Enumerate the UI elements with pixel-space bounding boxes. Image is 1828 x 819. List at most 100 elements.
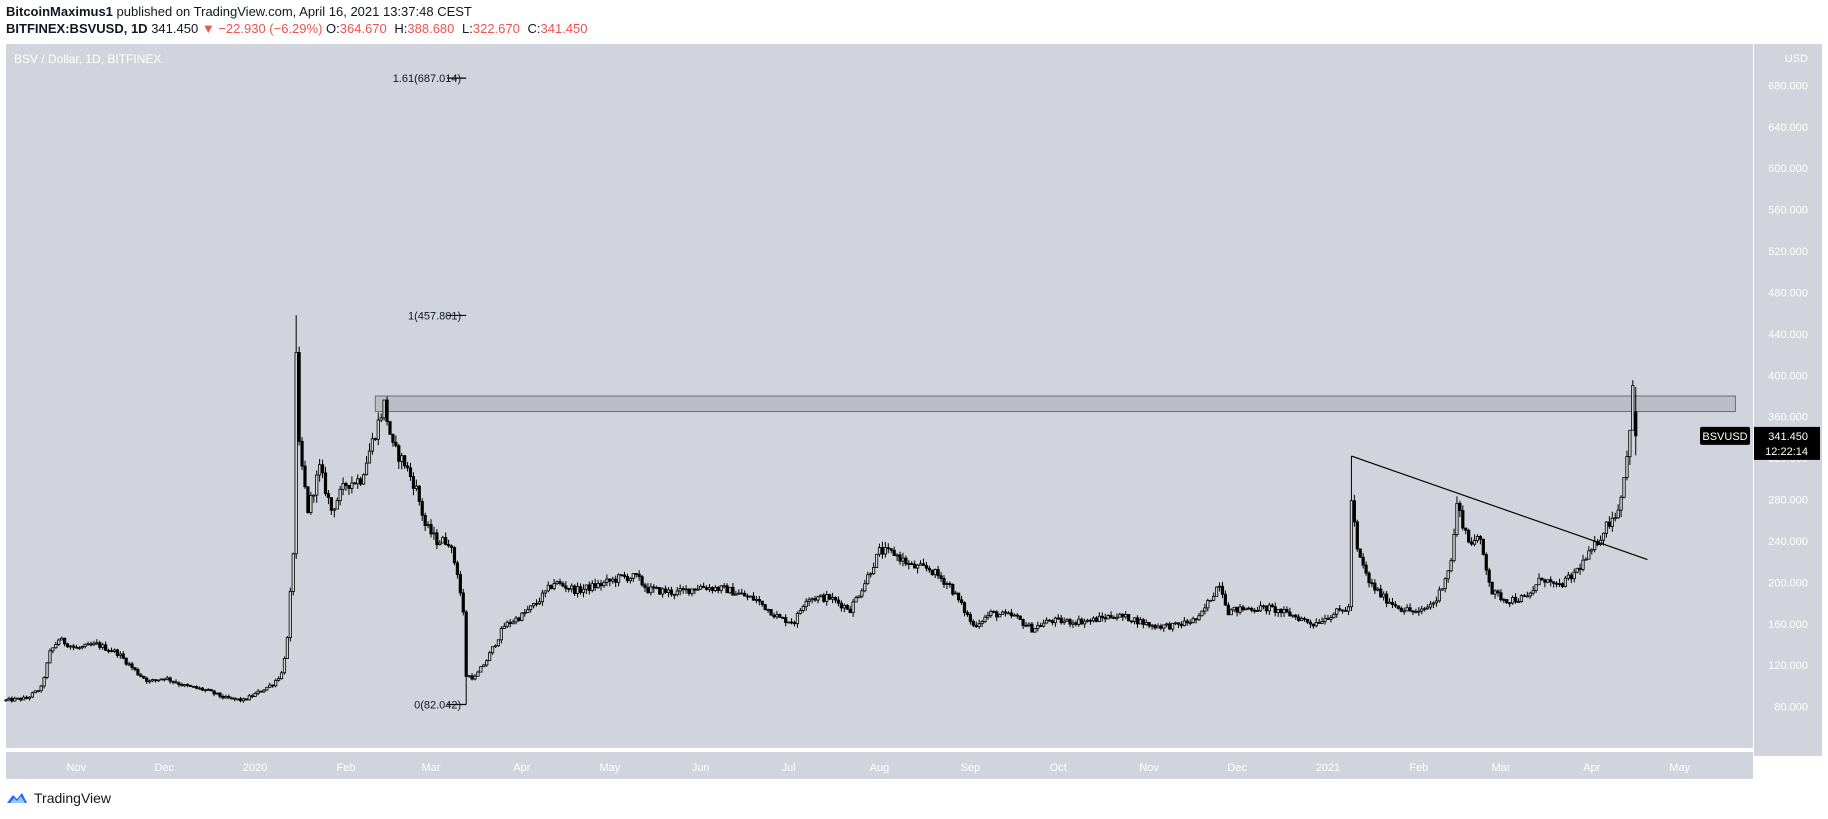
candle-body xyxy=(1003,611,1008,614)
candle-body xyxy=(1572,571,1576,580)
symbol-tag-label: BSVUSD xyxy=(1702,431,1747,443)
candle-body xyxy=(1531,590,1535,594)
candle-body xyxy=(863,583,867,592)
candle-body xyxy=(112,649,117,652)
candle-body xyxy=(948,583,952,585)
candle-body xyxy=(1135,617,1140,625)
candle-body xyxy=(795,612,800,625)
candle-body xyxy=(957,592,961,601)
candle-body xyxy=(162,678,166,681)
candle-body xyxy=(1288,611,1292,617)
candle-body xyxy=(1522,595,1526,598)
candle-body xyxy=(1370,582,1374,585)
candle-body xyxy=(907,563,911,565)
candle-body xyxy=(408,467,413,477)
candle-body xyxy=(130,663,134,669)
candle-body xyxy=(39,685,43,692)
candle-body xyxy=(1056,617,1060,620)
candle-body xyxy=(403,455,407,467)
price-chart[interactable]: BSV / Dollar, 1D, BITFINEX USD 80.000 120… xyxy=(0,44,1828,781)
candle-body xyxy=(869,573,873,576)
candle-body xyxy=(447,544,451,547)
candle-body xyxy=(127,663,131,666)
candle-body xyxy=(479,666,483,673)
candle-body xyxy=(1209,599,1213,602)
candle-body xyxy=(1044,619,1049,624)
candle-body xyxy=(1431,602,1436,605)
candle-body xyxy=(294,351,298,555)
candle-body xyxy=(693,588,697,591)
candle-body xyxy=(101,644,105,648)
candle-body xyxy=(1294,614,1298,618)
time-tick-label: May xyxy=(1669,762,1690,774)
candle-body xyxy=(1563,577,1568,587)
candle-body xyxy=(939,575,943,579)
candle-body xyxy=(831,597,835,600)
candle-body xyxy=(341,482,345,490)
candle-body xyxy=(312,494,316,497)
candle-body xyxy=(848,608,852,613)
candle-body xyxy=(482,664,486,668)
candle-body xyxy=(1502,599,1506,601)
candle-body xyxy=(652,586,656,589)
candle-body xyxy=(1197,615,1201,621)
candle-body xyxy=(1042,622,1046,627)
candle-body xyxy=(904,557,908,565)
candle-body xyxy=(1461,510,1465,529)
footer-brand[interactable]: TradingView xyxy=(34,790,112,806)
candle-body xyxy=(1009,612,1014,617)
resistance-zone-layer xyxy=(374,395,1736,413)
candle-body xyxy=(42,677,46,687)
candle-body xyxy=(927,567,931,571)
candle-body xyxy=(488,652,492,662)
candle-body xyxy=(663,588,668,593)
candle-body xyxy=(124,657,128,665)
author-name[interactable]: BitcoinMaximus1 xyxy=(6,4,113,19)
candle-body xyxy=(534,603,539,605)
candle-body xyxy=(1053,617,1057,624)
candle-body xyxy=(933,569,937,576)
candle-body xyxy=(822,594,826,602)
price-tick-label: 560.000 xyxy=(1768,205,1808,217)
candle-body xyxy=(1414,611,1418,613)
candle-body xyxy=(136,669,140,676)
candle-body xyxy=(1100,615,1104,619)
candle-body xyxy=(1578,567,1582,570)
candle-body xyxy=(655,587,659,589)
candle-body xyxy=(1552,581,1556,584)
candle-body xyxy=(1141,619,1145,625)
candle-body xyxy=(532,603,536,607)
candle-body xyxy=(1346,606,1351,612)
time-tick-label: Feb xyxy=(337,762,356,774)
candle-body xyxy=(180,684,184,687)
candle-body xyxy=(748,595,753,598)
publish-info: BitcoinMaximus1 published on TradingView… xyxy=(6,4,472,19)
candle-body xyxy=(581,588,586,593)
time-tick-label: 2021 xyxy=(1316,762,1340,774)
candle-body xyxy=(1194,618,1198,621)
candle-body xyxy=(1373,582,1377,591)
candle-body xyxy=(89,643,93,646)
candle-body xyxy=(259,690,263,693)
candle-body xyxy=(1238,606,1242,613)
candle-body xyxy=(1015,614,1019,617)
candle-body xyxy=(763,604,767,611)
candle-body xyxy=(1557,583,1562,585)
candle-body xyxy=(1590,549,1594,552)
candle-body xyxy=(279,672,284,680)
candle-body xyxy=(400,455,404,462)
candle-body xyxy=(438,542,442,546)
candle-body xyxy=(335,500,339,510)
candle-body xyxy=(608,578,612,582)
candle-body xyxy=(30,692,34,698)
candle-body xyxy=(872,567,876,575)
candle-body xyxy=(807,599,811,602)
candle-body xyxy=(722,585,726,588)
candle-body xyxy=(889,548,893,551)
candle-body xyxy=(1472,539,1477,545)
time-tick-label: Jun xyxy=(692,762,710,774)
fib-level-label: 1.61(687.014) xyxy=(393,73,462,85)
candle-body xyxy=(1267,604,1271,612)
candle-body xyxy=(508,621,512,625)
candle-body xyxy=(1382,593,1386,598)
